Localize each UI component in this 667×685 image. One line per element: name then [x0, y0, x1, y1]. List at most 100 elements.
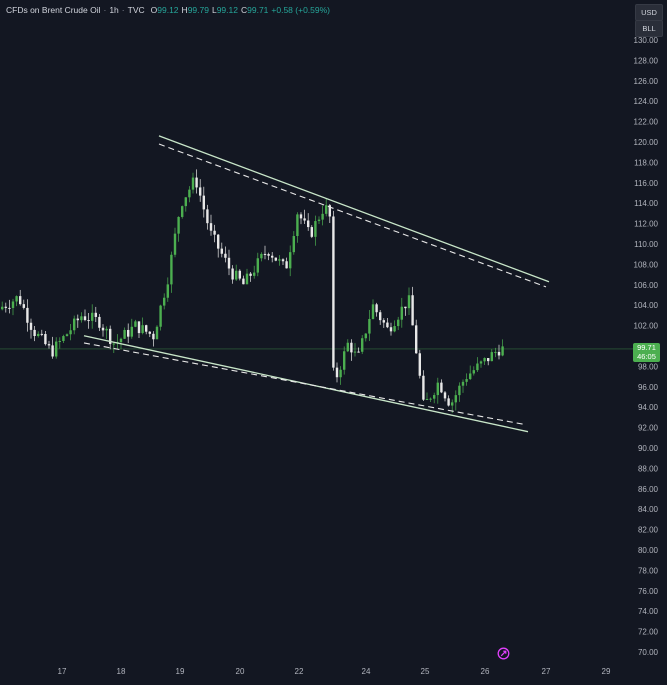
- separator: ·: [103, 5, 107, 15]
- candle: [206, 204, 209, 230]
- candle: [173, 227, 177, 258]
- candle: [440, 379, 443, 394]
- trendline-lower-dashed[interactable]: [83, 342, 526, 426]
- candle: [105, 326, 108, 340]
- candle: [11, 298, 15, 316]
- y-tick-label: 76.00: [638, 587, 659, 596]
- currency-badge-usd[interactable]: USD: [635, 4, 663, 21]
- unit-badge-bll[interactable]: BLL: [635, 20, 663, 37]
- candle: [202, 186, 205, 218]
- candle: [87, 313, 90, 329]
- y-tick-label: 112.00: [634, 220, 658, 229]
- candle: [238, 269, 241, 281]
- symbol-name[interactable]: CFDs on Brent Crude Oil: [6, 5, 101, 15]
- candle: [134, 319, 137, 328]
- candle: [393, 320, 396, 333]
- candle: [469, 365, 472, 381]
- candle: [181, 205, 184, 219]
- candle: [292, 231, 295, 255]
- candle: [44, 330, 47, 346]
- candle: [263, 245, 267, 260]
- candle: [73, 315, 76, 335]
- candle: [209, 214, 213, 236]
- candle: [335, 362, 339, 383]
- candle: [8, 299, 11, 314]
- candle: [407, 287, 411, 316]
- candle: [267, 252, 270, 261]
- candle: [296, 212, 299, 243]
- trendline-upper-dashed[interactable]: [158, 143, 547, 288]
- candle: [404, 306, 407, 316]
- trendlines-layer[interactable]: [83, 135, 550, 433]
- candle: [353, 343, 357, 357]
- candle: [490, 349, 493, 362]
- x-tick-label: 25: [421, 667, 430, 676]
- y-tick-label: 86.00: [638, 485, 659, 494]
- candle: [346, 339, 349, 353]
- x-tick-label: 24: [362, 667, 371, 676]
- candle: [418, 349, 421, 379]
- candle: [422, 370, 425, 402]
- y-tick-label: 128.00: [634, 56, 659, 65]
- y-tick-label: 82.00: [638, 526, 659, 535]
- y-tick-label: 120.00: [634, 138, 659, 147]
- bar-countdown: 46:05: [637, 352, 656, 361]
- candle: [501, 339, 504, 357]
- ohlc-high: H99.79: [181, 5, 209, 15]
- candle: [184, 197, 187, 212]
- x-tick-label: 19: [176, 667, 185, 676]
- candle: [447, 395, 450, 407]
- candle: [130, 318, 133, 339]
- candle: [343, 346, 346, 375]
- y-tick-label: 124.00: [634, 97, 659, 106]
- candle: [350, 339, 353, 361]
- time-axis[interactable]: 17 18 19 20 22 24 25 26 27 29: [58, 667, 611, 676]
- candle: [415, 319, 418, 354]
- tradingview-logo-icon[interactable]: [497, 647, 510, 660]
- candle: [461, 379, 465, 393]
- candle: [141, 317, 144, 335]
- candle: [317, 216, 321, 224]
- symbol-legend[interactable]: CFDs on Brent Crude Oil · 1h · TVC O99.1…: [6, 4, 330, 16]
- trendline-upper-solid[interactable]: [158, 135, 550, 283]
- y-tick-label: 106.00: [634, 281, 659, 290]
- candle: [242, 275, 245, 285]
- candle: [109, 325, 112, 350]
- candle: [425, 392, 429, 401]
- y-tick-label: 70.00: [638, 648, 659, 657]
- candle: [65, 333, 69, 337]
- candle: [364, 333, 367, 342]
- candle: [145, 324, 148, 335]
- candle: [235, 264, 238, 281]
- candle: [231, 265, 234, 284]
- candle: [249, 271, 252, 282]
- candle: [303, 209, 306, 225]
- candle: [325, 198, 328, 217]
- candle: [339, 366, 342, 385]
- candle: [37, 331, 40, 338]
- y-tick-label: 84.00: [638, 505, 659, 514]
- candle: [26, 299, 29, 332]
- x-tick-label: 20: [236, 667, 245, 676]
- y-tick-label: 114.00: [634, 199, 658, 208]
- price-axis[interactable]: 70.00 72.00 74.00 76.00 78.00 80.00 82.00 84.00…: [634, 36, 659, 657]
- candle: [4, 302, 7, 313]
- y-tick-label: 94.00: [638, 403, 659, 412]
- candle: [83, 309, 87, 322]
- y-tick-label: 130.00: [634, 36, 659, 45]
- candle: [188, 186, 191, 203]
- candle: [253, 265, 256, 279]
- candle: [285, 257, 288, 269]
- candle: [278, 255, 281, 266]
- candle: [436, 377, 439, 404]
- candle: [101, 324, 105, 337]
- candle: [271, 252, 274, 263]
- ohlc-low: L99.12: [211, 5, 238, 15]
- candle: [80, 312, 83, 323]
- candle: [361, 335, 364, 355]
- candle: [433, 392, 436, 404]
- x-tick-label: 26: [481, 667, 490, 676]
- candle: [281, 258, 285, 265]
